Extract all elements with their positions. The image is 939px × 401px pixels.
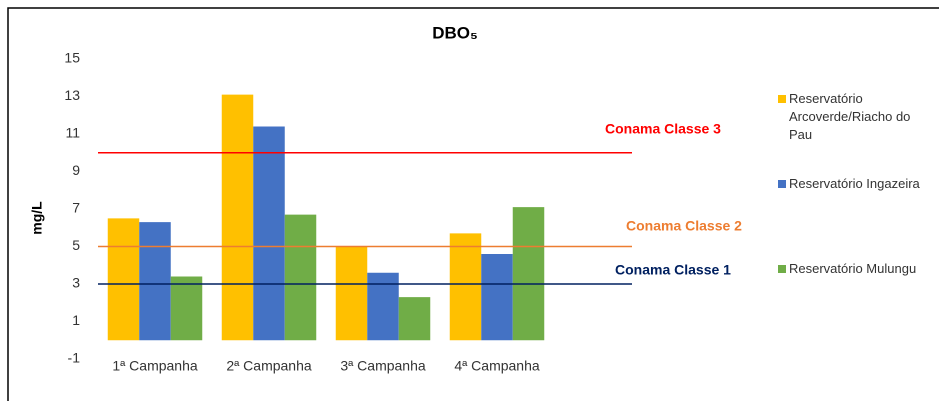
reference-label: Conama Classe 2 bbox=[626, 218, 742, 234]
legend-label: Reservatório Arcoverde/Riacho do Pau bbox=[789, 91, 911, 142]
legend-item: Reservatório Ingazeira bbox=[778, 175, 928, 193]
bar bbox=[481, 254, 513, 341]
x-tick-label: 2ª Campanha bbox=[226, 358, 312, 374]
y-tick-label: 1 bbox=[72, 312, 80, 328]
x-tick-label: 4ª Campanha bbox=[454, 358, 540, 374]
bar bbox=[139, 222, 171, 341]
y-tick-label: 3 bbox=[72, 275, 80, 291]
legend-swatch bbox=[778, 265, 786, 273]
bar bbox=[107, 218, 140, 341]
chart-title: DBO₅ bbox=[432, 23, 478, 42]
y-tick-label: -1 bbox=[68, 350, 81, 366]
bar bbox=[221, 94, 254, 341]
frame bbox=[7, 7, 939, 401]
reference-label: Conama Classe 3 bbox=[605, 121, 721, 137]
x-tick-label: 3ª Campanha bbox=[340, 358, 426, 374]
reference-label: Conama Classe 1 bbox=[615, 262, 731, 278]
y-tick-label: 9 bbox=[72, 162, 80, 178]
bar bbox=[398, 297, 431, 341]
bar bbox=[449, 233, 482, 341]
legend-swatch bbox=[778, 95, 786, 103]
bar bbox=[284, 214, 317, 341]
bar bbox=[170, 276, 203, 341]
y-tick-label: 7 bbox=[72, 200, 80, 216]
y-tick-label: 11 bbox=[65, 125, 80, 141]
legend-label: Reservatório Ingazeira bbox=[789, 176, 920, 191]
x-tick-label: 1ª Campanha bbox=[112, 358, 198, 374]
legend-item: Reservatório Arcoverde/Riacho do Pau bbox=[778, 90, 928, 144]
bar bbox=[512, 207, 545, 341]
legend-item: Reservatório Mulungu bbox=[778, 260, 928, 278]
legend-swatch bbox=[778, 180, 786, 188]
y-tick-label: 15 bbox=[64, 50, 80, 66]
y-tick-label: 13 bbox=[64, 87, 80, 103]
bar bbox=[367, 272, 399, 341]
bar bbox=[253, 126, 285, 341]
y-axis-label: mg/L bbox=[29, 201, 45, 235]
bar bbox=[335, 246, 368, 341]
y-tick-label: 5 bbox=[72, 237, 80, 253]
legend-label: Reservatório Mulungu bbox=[789, 261, 917, 276]
